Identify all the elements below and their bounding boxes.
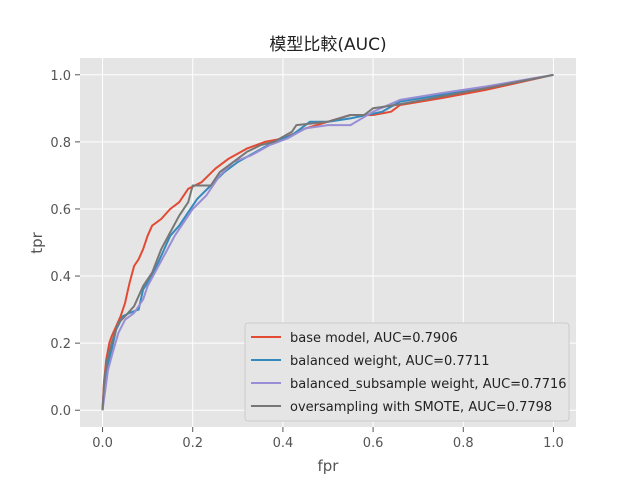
y-tick-label: 0.4 (50, 270, 71, 285)
legend-box (244, 322, 570, 422)
y-ticks: 0.0 0.2 0.4 0.6 0.8 1.0 (50, 69, 80, 419)
y-tick-label: 0.2 (50, 337, 71, 352)
chart-title: 模型比較(AUC) (269, 35, 386, 55)
legend: base model, AUC=0.7906 balanced weight, A… (244, 322, 570, 422)
x-ticks: 0.0 0.2 0.4 0.6 0.8 1.0 (92, 427, 564, 451)
legend-label-2: balanced weight, AUC=0.7711 (290, 354, 490, 369)
x-tick-label: 0.6 (363, 436, 384, 451)
y-tick-label: 1.0 (50, 69, 71, 84)
legend-label-3: balanced_subsample weight, AUC=0.7716 (290, 377, 567, 392)
series-line-4 (101, 73, 554, 411)
series-group (101, 73, 554, 411)
x-tick-label: 0.2 (182, 436, 203, 451)
x-tick-label: 0.0 (92, 436, 113, 451)
x-axis-label: fpr (318, 457, 340, 475)
x-tick-label: 0.8 (453, 436, 474, 451)
y-axis-label: tpr (28, 231, 46, 253)
grid-lines (80, 58, 576, 427)
y-tick-label: 0.6 (50, 203, 71, 218)
y-tick-label: 0.0 (50, 404, 71, 419)
x-tick-label: 0.4 (273, 436, 294, 451)
x-tick-label: 1.0 (543, 436, 564, 451)
y-tick-label: 0.8 (50, 136, 71, 151)
legend-label-4: oversampling with SMOTE, AUC=0.7798 (290, 400, 552, 415)
series-line-3 (101, 73, 554, 411)
legend-label-1: base model, AUC=0.7906 (290, 331, 458, 346)
